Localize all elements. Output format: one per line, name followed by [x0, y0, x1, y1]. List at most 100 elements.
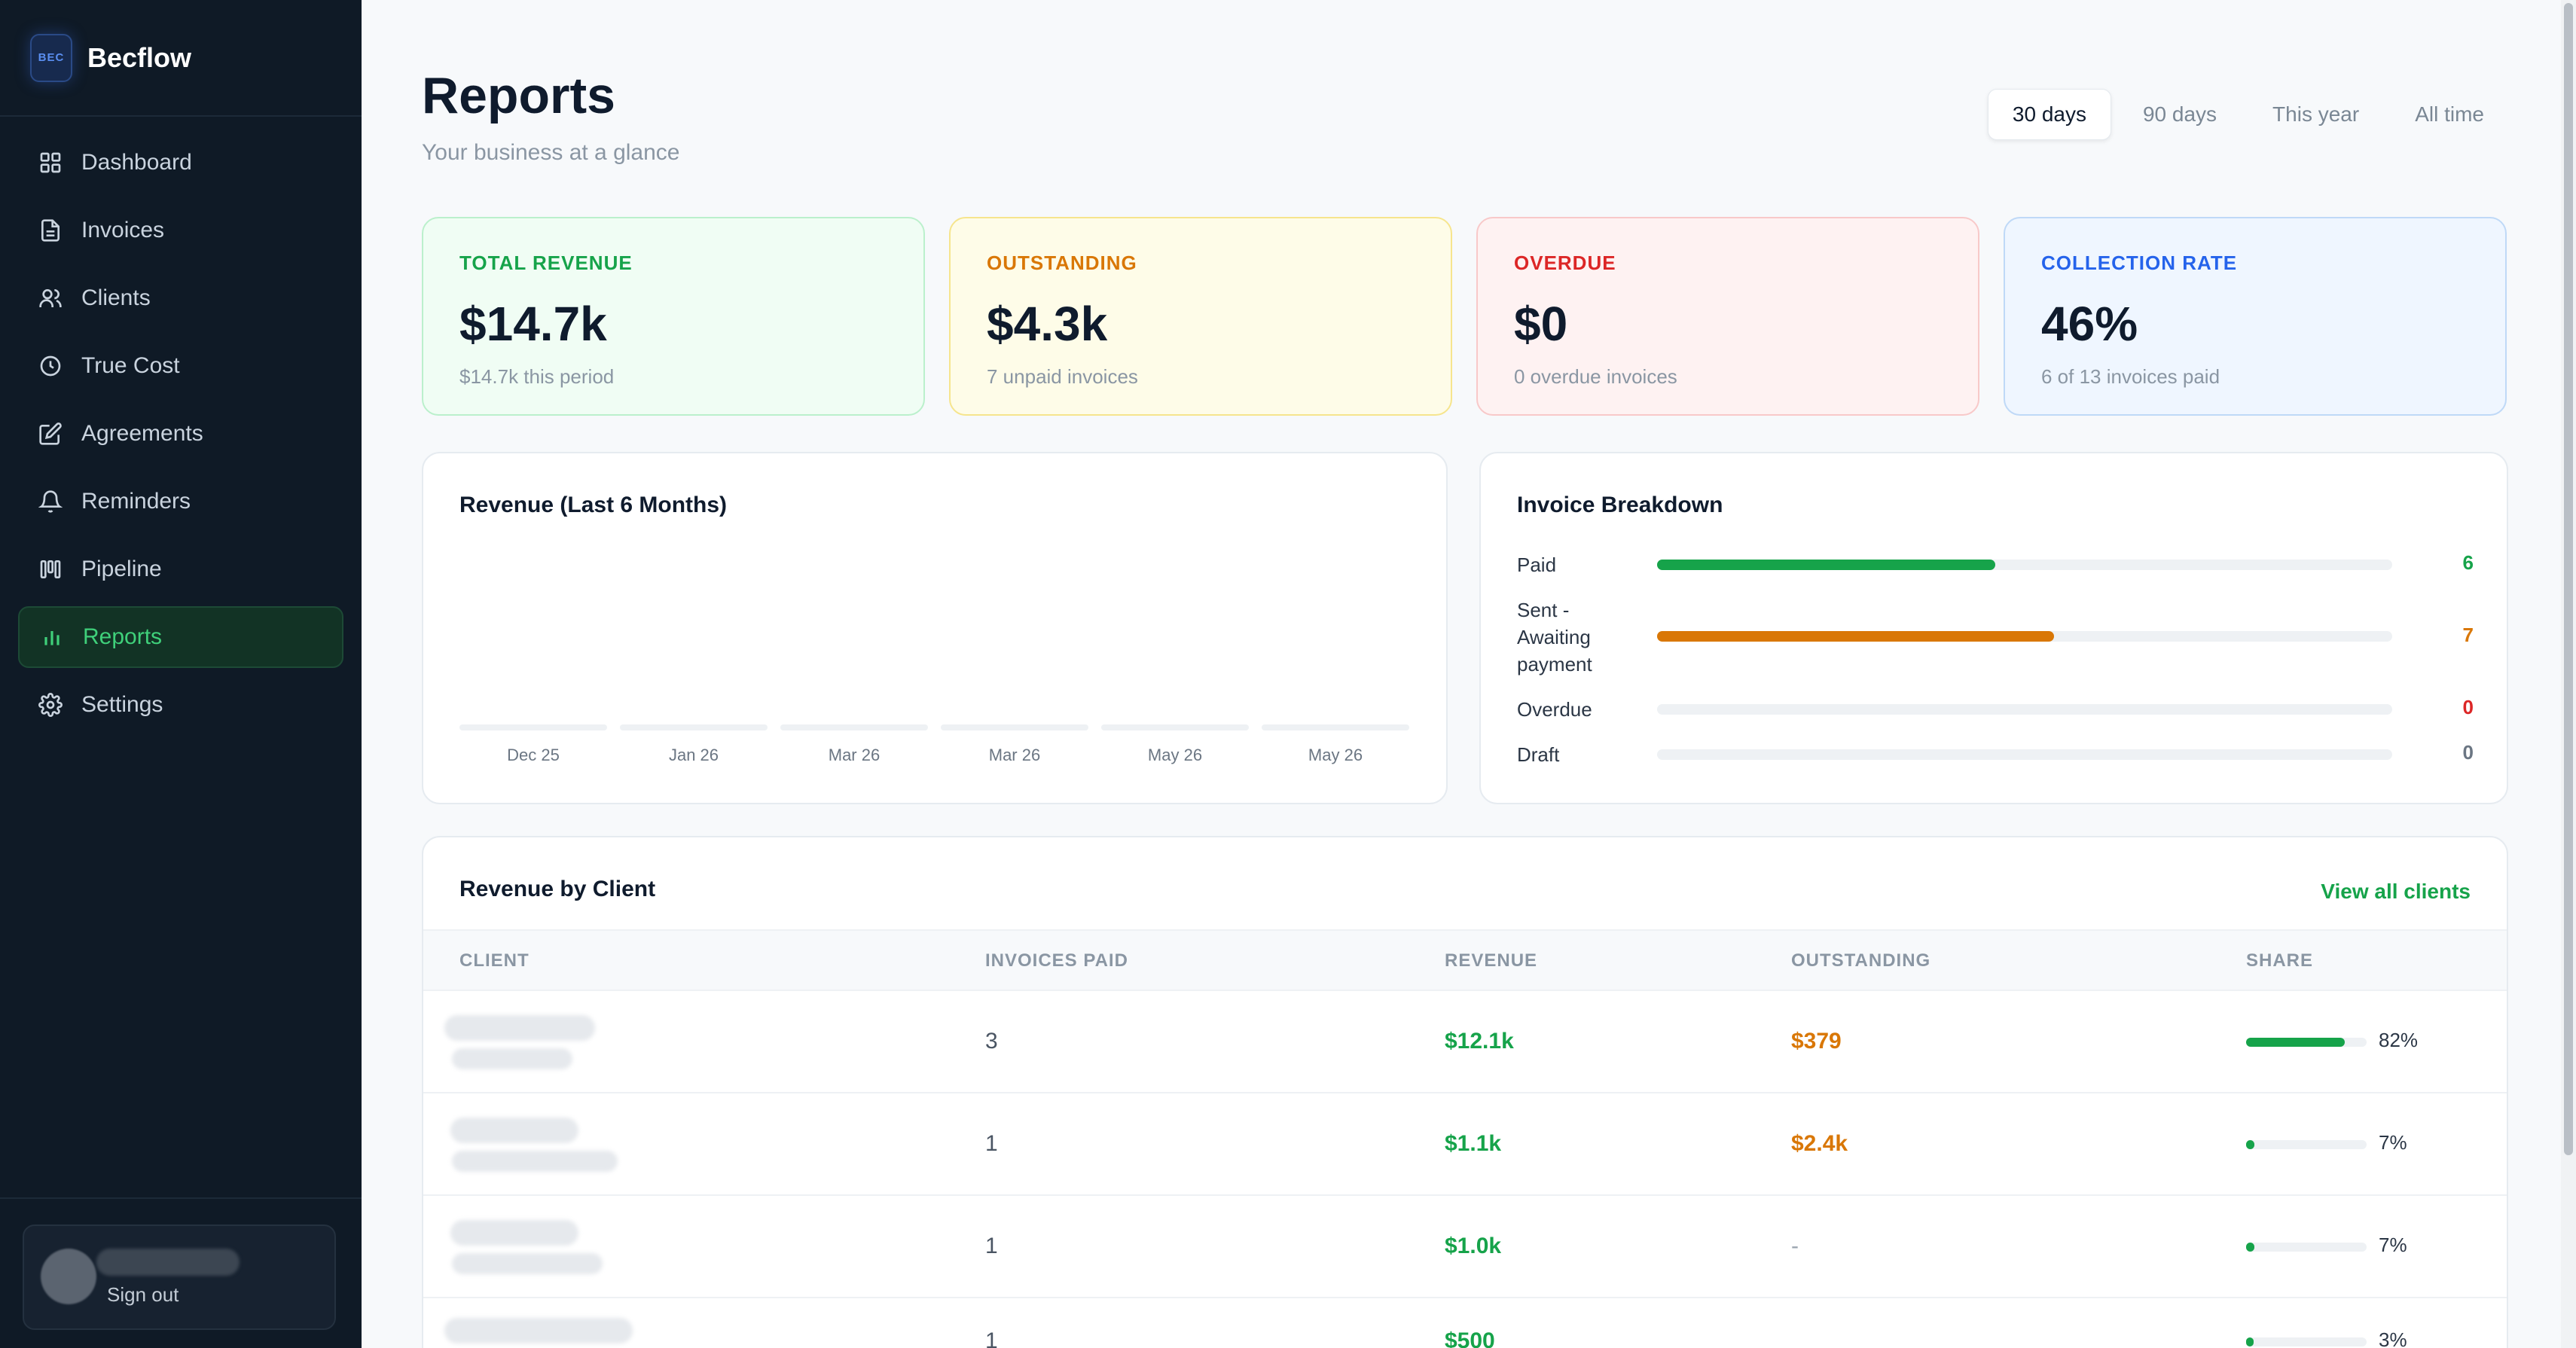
sidebar-footer: Sign out — [0, 1197, 362, 1348]
column-header-client[interactable]: CLIENT — [459, 950, 530, 971]
date-range-tabs: 30 days 90 days This year All time — [1987, 89, 2508, 140]
revenue-bar — [1262, 724, 1409, 730]
stat-label: COLLECTION RATE — [2041, 252, 2238, 274]
table-row[interactable]: 1 $500 3% — [423, 1298, 2507, 1348]
gear-icon — [38, 692, 63, 718]
share-fill — [2246, 1038, 2346, 1047]
scrollbar-thumb[interactable] — [2564, 3, 2573, 1155]
breakdown-track — [1657, 749, 2392, 760]
client-revenue: $12.1k — [1445, 1029, 1514, 1054]
client-detail-redacted — [452, 1048, 572, 1069]
stat-note: 7 unpaid invoices — [987, 365, 1138, 388]
table-row[interactable]: 1 $1.1k $2.4k 7% — [423, 1093, 2507, 1196]
x-axis-tick-label: May 26 — [1147, 746, 1203, 764]
column-header-invoices-paid[interactable]: INVOICES PAID — [985, 950, 1128, 971]
x-axis-tick-label: Dec 25 — [507, 746, 560, 764]
client-detail-redacted — [452, 1151, 618, 1172]
stat-note: 6 of 13 invoices paid — [2041, 365, 2220, 388]
view-all-clients-link[interactable]: View all clients — [2321, 880, 2471, 903]
tab-90-days[interactable]: 90 days — [2142, 102, 2217, 126]
breakdown-row-paid: Paid 6 — [1517, 551, 2474, 578]
sidebar-item-reports[interactable]: Reports — [18, 606, 343, 668]
breakdown-label: Sent - Awaiting payment — [1517, 599, 1592, 676]
stat-value: $4.3k — [987, 297, 1108, 351]
stat-card-collection-rate: COLLECTION RATE 46% 6 of 13 invoices pai… — [2004, 217, 2507, 416]
breakdown-label: Paid — [1517, 554, 1557, 576]
sidebar-item-settings[interactable]: Settings — [18, 674, 343, 736]
share-percent: 7% — [2379, 1234, 2407, 1256]
tab-30-days[interactable]: 30 days — [1987, 89, 2111, 140]
breakdown-label: Overdue — [1517, 698, 1592, 721]
sidebar-item-label: Settings — [81, 692, 163, 717]
page-subtitle: Your business at a glance — [422, 140, 680, 165]
breakdown-count: 6 — [2462, 551, 2474, 574]
column-header-share[interactable]: SHARE — [2246, 950, 2314, 971]
client-revenue: $1.0k — [1445, 1234, 1502, 1258]
sidebar-item-label: True Cost — [81, 353, 180, 378]
client-name-redacted — [450, 1220, 578, 1246]
table-row[interactable]: 1 $1.0k - 7% — [423, 1196, 2507, 1298]
breakdown-fill — [1657, 631, 2055, 642]
column-header-revenue[interactable]: REVENUE — [1445, 950, 1538, 971]
sidebar-item-dashboard[interactable]: Dashboard — [18, 132, 343, 194]
share-bar — [2246, 1140, 2367, 1149]
share-percent: 82% — [2379, 1029, 2419, 1051]
client-outstanding: $2.4k — [1791, 1131, 1848, 1156]
breakdown-row-draft: Draft 0 — [1517, 741, 2474, 768]
bar-chart-icon — [39, 624, 65, 650]
brand[interactable]: BEC Becflow — [0, 0, 362, 117]
revenue-bar — [780, 724, 928, 730]
sidebar-item-agreements[interactable]: Agreements — [18, 403, 343, 465]
panel-title: Revenue by Client — [459, 877, 656, 901]
invoices-paid: 3 — [985, 1029, 998, 1054]
tab-this-year[interactable]: This year — [2272, 102, 2360, 126]
user-name-redacted — [96, 1249, 240, 1276]
client-revenue: $500 — [1445, 1328, 1495, 1348]
breakdown-count: 0 — [2462, 741, 2474, 764]
client-name-redacted — [450, 1118, 578, 1143]
sidebar-nav: Dashboard Invoices Clients True Cost Agr… — [0, 117, 362, 757]
sidebar-item-label: Invoices — [81, 218, 165, 242]
revenue-chart-panel: Revenue (Last 6 Months) Dec 25 Jan 26 Mar … — [422, 452, 1448, 804]
tab-all-time[interactable]: All time — [2415, 102, 2484, 126]
pipeline-icon — [38, 557, 63, 582]
x-axis-tick-label: May 26 — [1308, 746, 1363, 764]
vertical-scrollbar[interactable] — [2561, 0, 2576, 1348]
stat-card-outstanding: OUTSTANDING $4.3k 7 unpaid invoices — [949, 217, 1452, 416]
breakdown-count: 7 — [2462, 624, 2474, 646]
client-outstanding: $379 — [1791, 1029, 1842, 1054]
client-name-redacted — [444, 1015, 595, 1041]
sidebar-item-label: Clients — [81, 285, 151, 310]
table-row[interactable]: 3 $12.1k $379 82% — [423, 991, 2507, 1093]
share-bar — [2246, 1038, 2367, 1047]
page-title: Reports — [422, 67, 615, 124]
sidebar-item-clients[interactable]: Clients — [18, 267, 343, 329]
stat-value: 46% — [2041, 297, 2138, 351]
sidebar-item-true-cost[interactable]: True Cost — [18, 335, 343, 397]
sidebar-item-reminders[interactable]: Reminders — [18, 471, 343, 532]
sidebar-item-label: Reminders — [81, 489, 191, 514]
column-header-outstanding[interactable]: OUTSTANDING — [1791, 950, 1931, 971]
sign-out-button[interactable]: Sign out — [107, 1283, 179, 1306]
invoices-paid: 1 — [985, 1131, 998, 1156]
sidebar-item-pipeline[interactable]: Pipeline — [18, 538, 343, 600]
stat-note: 0 overdue invoices — [1514, 365, 1677, 388]
stat-value: $14.7k — [459, 297, 607, 351]
invoice-breakdown-panel: Invoice Breakdown Paid 6 Sent - Awaiting… — [1479, 452, 2508, 804]
x-axis-tick-label: Jan 26 — [668, 746, 719, 764]
bell-icon — [38, 489, 63, 514]
client-name-redacted — [444, 1318, 633, 1343]
revenue-bar — [1101, 724, 1249, 730]
breakdown-track — [1657, 631, 2392, 642]
stat-card-total-revenue: TOTAL REVENUE $14.7k $14.7k this period — [422, 217, 925, 416]
share-fill — [2246, 1243, 2255, 1252]
brand-logo: BEC — [30, 33, 72, 82]
sidebar-item-invoices[interactable]: Invoices — [18, 200, 343, 261]
breakdown-label: Draft — [1517, 743, 1560, 766]
sidebar-item-label: Agreements — [81, 421, 203, 446]
stat-note: $14.7k this period — [459, 365, 615, 388]
stat-label: OVERDUE — [1514, 252, 1616, 274]
breakdown-count: 0 — [2462, 696, 2474, 718]
user-card[interactable]: Sign out — [23, 1224, 336, 1330]
client-revenue: $1.1k — [1445, 1131, 1502, 1156]
